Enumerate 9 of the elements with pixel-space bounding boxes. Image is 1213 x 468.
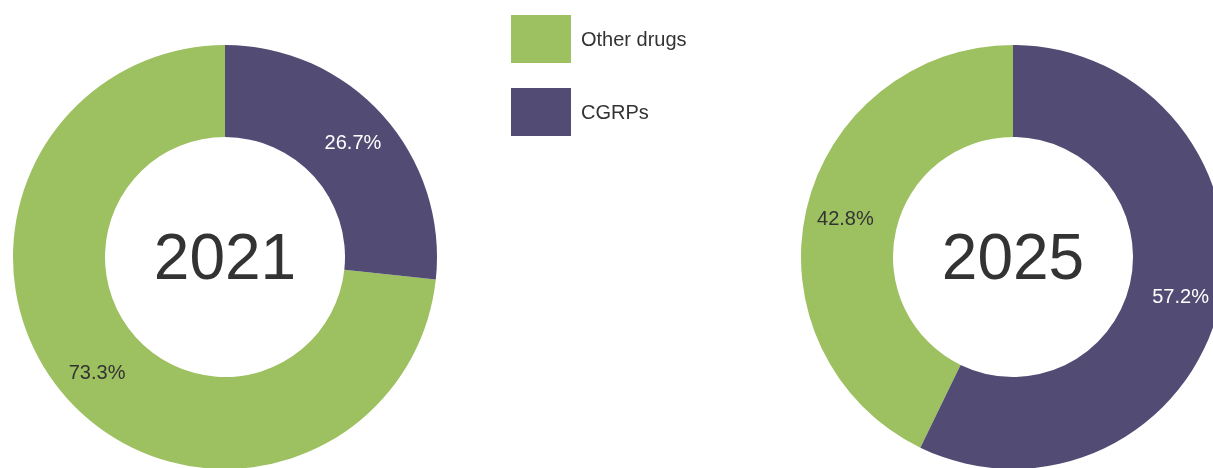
text: 2021	[153, 221, 297, 294]
legend-label: Other drugs	[581, 28, 687, 50]
data-label: 73.3%	[68, 360, 126, 383]
data-label: 42.8%	[817, 207, 874, 230]
data-label: 26.7%	[324, 131, 382, 154]
data-label: 57.2%	[1152, 284, 1210, 307]
donut-slice	[13, 45, 436, 468]
text: 2025	[941, 221, 1085, 294]
legend-label: CGRPs	[581, 101, 649, 123]
